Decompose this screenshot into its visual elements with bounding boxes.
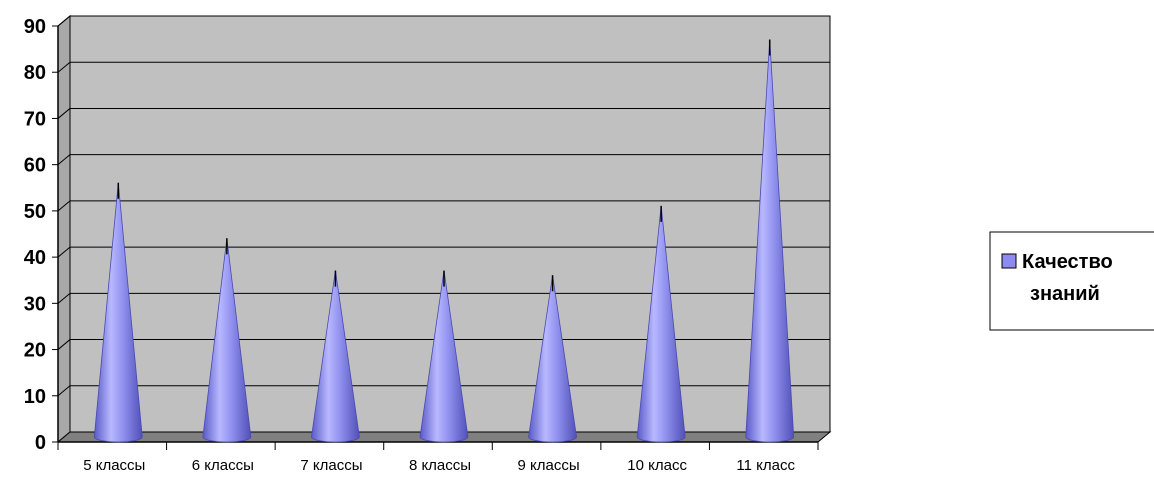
legend-label-line1: Качество <box>1022 251 1113 273</box>
gridline-side <box>57 339 71 350</box>
y-tick-label: 90 <box>24 16 46 38</box>
cone-bar-7 <box>745 39 795 443</box>
gridline-side <box>57 246 71 258</box>
x-tick-label: 5 классы <box>83 457 145 474</box>
cone-bar-6 <box>636 205 686 443</box>
y-tick-label: 40 <box>24 247 46 269</box>
plot-side-wall <box>57 14 71 444</box>
y-tick-label: 30 <box>24 293 46 315</box>
cone-bar-4 <box>419 270 469 443</box>
gridline-side <box>57 61 71 73</box>
y-tick-label: 10 <box>24 386 46 408</box>
x-tick-label: 8 классы <box>409 457 471 474</box>
gridline-side <box>57 108 71 119</box>
x-tick-label: 9 классы <box>518 457 580 474</box>
tick-labels: 0 10 20 30 40 50 60 70 80 90 5 классы 6 классы 7 кла… <box>24 16 796 474</box>
y-tick-label: 80 <box>24 62 46 84</box>
y-tick-label: 60 <box>24 155 46 177</box>
gridline-side <box>57 154 71 166</box>
legend-label-line2: знаний <box>1030 283 1100 305</box>
x-tick-label: 10 класс <box>627 457 687 474</box>
x-tick-label: 7 классы <box>300 457 362 474</box>
y-tick-label: 50 <box>24 201 46 223</box>
gridline-side <box>57 200 71 212</box>
x-tick-label: 11 класс <box>736 457 795 474</box>
cone-bar-5 <box>528 275 577 443</box>
gridline-side <box>57 15 71 27</box>
gridline-side <box>57 385 71 397</box>
cone-bar-1 <box>93 182 143 443</box>
legend-swatch <box>1001 253 1017 269</box>
y-tick-label: 0 <box>35 432 46 454</box>
y-tick-label: 70 <box>24 108 46 130</box>
legend-box <box>989 231 1154 331</box>
cone-bar-3 <box>311 270 360 443</box>
y-tick-label: 20 <box>24 340 46 362</box>
gridline-side <box>57 292 71 304</box>
x-tick-label: 6 классы <box>192 457 254 474</box>
legend: Качество знаний <box>989 231 1154 331</box>
cone-bar-2 <box>202 238 252 443</box>
data-cones <box>93 39 795 443</box>
